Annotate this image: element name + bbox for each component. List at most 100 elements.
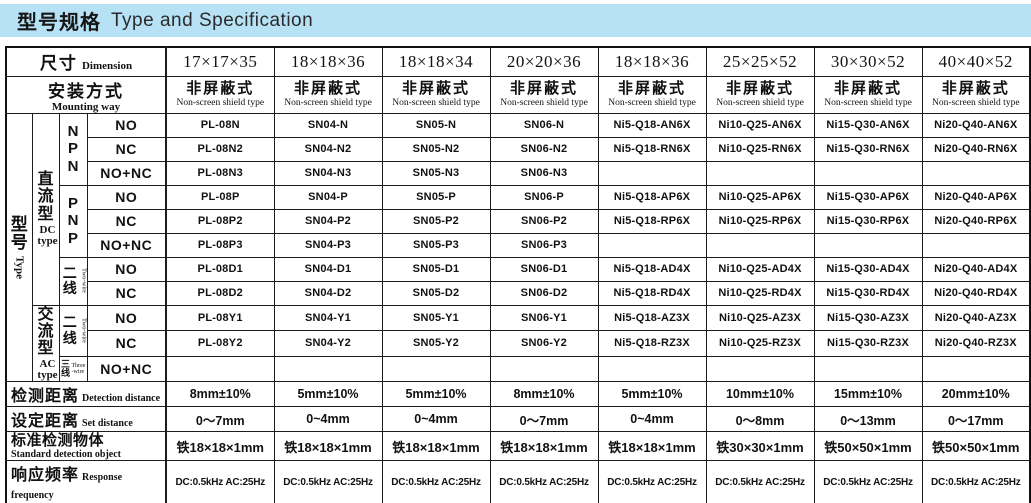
model-cell [489,355,599,383]
set-distance-value: 0~4mm [273,406,383,433]
model-cell [165,355,275,383]
mounting-type-cell: 非屏蔽式 Non-screen shield type [597,75,707,114]
response-frequency-label: 响应频率 Response frequency [5,460,167,503]
model-cell: SN06-N [489,112,599,138]
mounting-label-en: Mounting way [51,100,121,113]
three-wire-label-en: Three-wire [71,362,86,375]
output-cell: NC [86,136,167,162]
model-cell: SN04-D1 [273,256,383,282]
model-cell: Ni5-Q18-AZ3X [597,304,707,332]
dimension-label-en: Dimension [81,60,133,73]
model-cell: SN05-P3 [381,232,491,258]
model-cell: Ni10-Q25-AZ3X [705,304,815,332]
model-cell: Ni20-Q40-AD4X [921,256,1031,282]
model-cell: Ni5-Q18-RZ3X [597,330,707,357]
type-label-zh: 型号 [10,215,28,253]
set-label-en: Set distance [82,418,133,430]
detection-value: 5mm±10% [273,381,383,408]
set-distance-value: 0~4mm [381,406,491,433]
model-cell [597,232,707,258]
model-cell [813,355,923,383]
model-cell: Ni20-Q40-RD4X [921,280,1031,306]
object-label-zh: 标准检测物体 [11,432,105,450]
standard-object-value: 铁18×18×1mm [273,431,383,462]
model-cell: Ni15-Q30-RD4X [813,280,923,306]
mounting-zh: 非屏蔽式 [725,80,794,98]
model-cell [921,355,1031,383]
mounting-zh: 非屏蔽式 [833,80,902,98]
response-frequency-value: DC:0.5kHz AC:25Hz [705,460,815,503]
detection-label-en: Detection distance [82,393,161,405]
output-cell: NO+NC [86,355,167,383]
mounting-en: Non-screen shield type [392,98,480,109]
specification-table: 尺寸 Dimension 17×17×35 18×18×36 18×18×34 2… [5,46,1031,503]
mounting-en: Non-screen shield type [716,98,804,109]
standard-object-label: 标准检测物体 Standard detection object [5,431,167,462]
model-cell: SN04-P3 [273,232,383,258]
mounting-en: Non-screen shield type [284,98,372,109]
model-cell: Ni15-Q30-AZ3X [813,304,923,332]
model-cell [921,232,1031,258]
model-cell: Ni10-Q25-RP6X [705,208,815,234]
mounting-type-cell: 非屏蔽式 Non-screen shield type [165,75,275,114]
model-cell: Ni20-Q40-RP6X [921,208,1031,234]
model-cell: Ni5-Q18-RP6X [597,208,707,234]
model-cell: Ni10-Q25-RZ3X [705,330,815,357]
set-distance-value: 0～13mm [813,406,923,433]
model-cell: SN06-P2 [489,208,599,234]
model-cell: Ni15-Q30-RN6X [813,136,923,162]
freq-label-zh: 响应频率 [11,467,80,485]
model-cell: Ni15-Q30-RZ3X [813,330,923,357]
detection-value: 10mm±10% [705,381,815,408]
model-cell: Ni20-Q40-AN6X [921,112,1031,138]
mounting-type-cell: 非屏蔽式 Non-screen shield type [921,75,1031,114]
model-cell: Ni5-Q18-RN6X [597,136,707,162]
dc-label-zh: 直流型 [37,171,54,223]
mounting-zh: 非屏蔽式 [293,80,362,98]
model-cell: SN05-Y1 [381,304,491,332]
page-title-zh: 型号规格 [17,12,101,34]
output-cell: NO [86,304,167,332]
model-cell: Ni15-Q30-AP6X [813,184,923,210]
model-cell [705,160,815,186]
model-cell: SN04-N [273,112,383,138]
standard-object-value: 铁50×50×1mm [921,431,1031,462]
model-cell: PL-08D2 [165,280,275,306]
two-wire-label-zh: 二线 [62,264,77,296]
model-cell: SN04-Y1 [273,304,383,332]
model-cell: Ni5-Q18-RD4X [597,280,707,306]
three-wire-label-zh: 三线 [60,358,70,378]
two-wire-cell: 二线 Two-wire [58,256,88,306]
model-cell: Ni10-Q25-AP6X [705,184,815,210]
mounting-header-cell: 安装方式 Mounting way [5,75,167,114]
model-cell: PL-08D1 [165,256,275,282]
model-cell: SN04-D2 [273,280,383,306]
set-distance-value: 0~4mm [597,406,707,433]
mounting-type-cell: 非屏蔽式 Non-screen shield type [705,75,815,114]
response-frequency-value: DC:0.5kHz AC:25Hz [273,460,383,503]
model-cell: Ni5-Q18-AP6X [597,184,707,210]
output-cell: NO [86,256,167,282]
mounting-zh: 非屏蔽式 [401,80,470,98]
dimension-value: 18×18×36 [597,46,707,77]
model-cell: PL-08P2 [165,208,275,234]
detection-value: 8mm±10% [489,381,599,408]
dimension-value: 25×25×52 [705,46,815,77]
model-cell: Ni5-Q18-AD4X [597,256,707,282]
model-cell [813,232,923,258]
detection-value: 5mm±10% [597,381,707,408]
two-wire-label-en: Two-wire [80,318,87,344]
set-distance-value: 0～7mm [489,406,599,433]
dimension-value: 17×17×35 [165,46,275,77]
set-distance-value: 0～8mm [705,406,815,433]
model-cell: SN05-N [381,112,491,138]
two-wire-label-en: Two-wire [80,268,87,294]
output-cell: NO [86,112,167,138]
detection-value: 8mm±10% [165,381,275,408]
standard-object-value: 铁18×18×1mm [489,431,599,462]
dimension-value: 20×20×36 [489,46,599,77]
model-cell: SN06-D1 [489,256,599,282]
model-cell: SN06-Y1 [489,304,599,332]
dc-type-cell: 直流型 DC type [31,112,60,306]
